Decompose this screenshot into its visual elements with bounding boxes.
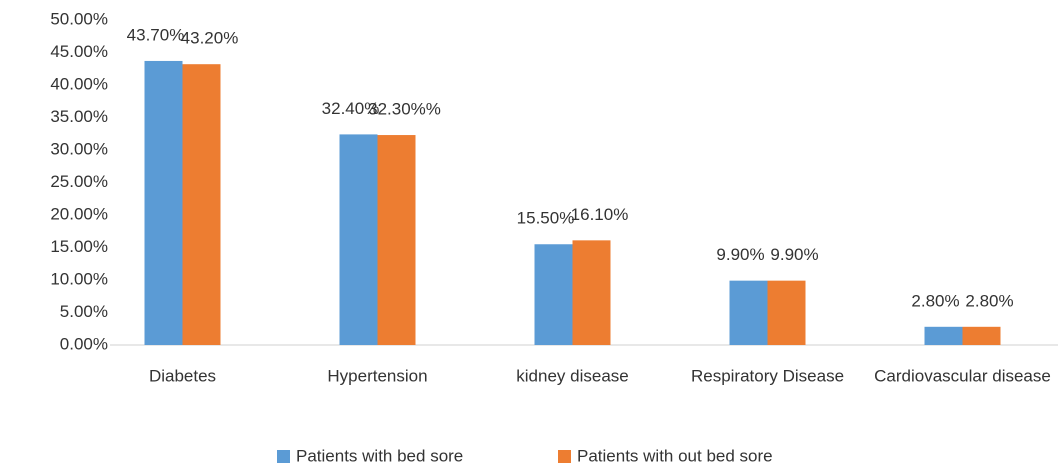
y-tick-label: 45.00%: [50, 42, 108, 61]
bar: [182, 64, 221, 345]
data-label: 2.80%: [965, 291, 1013, 310]
bar: [962, 326, 1001, 345]
data-label: 2.80%: [911, 291, 959, 310]
data-label: 9.90%: [716, 245, 764, 264]
x-tick-label: Diabetes: [149, 366, 216, 385]
data-label: 43.70%: [127, 25, 185, 44]
bar: [144, 60, 183, 345]
y-tick-label: 10.00%: [50, 269, 108, 288]
y-tick-label: 15.00%: [50, 237, 108, 256]
y-tick-label: 40.00%: [50, 74, 108, 93]
bar: [729, 280, 768, 345]
bar: [339, 134, 378, 345]
x-tick-label: Cardiovascular disease: [874, 366, 1051, 385]
bar: [924, 326, 963, 345]
y-tick-label: 35.00%: [50, 107, 108, 126]
y-tick-label: 30.00%: [50, 139, 108, 158]
bar: [572, 240, 611, 345]
y-tick-label: 5.00%: [60, 302, 108, 321]
legend-swatch: [558, 450, 571, 463]
data-label: 43.20%: [181, 29, 239, 48]
data-label: 32.30%%: [368, 100, 441, 119]
y-tick-label: 25.00%: [50, 172, 108, 191]
data-label: 32.40%: [322, 99, 380, 118]
x-tick-label: kidney disease: [516, 366, 628, 385]
legend-swatch: [277, 450, 290, 463]
data-label: 16.10%: [571, 205, 629, 224]
x-tick-label: Hypertension: [327, 366, 427, 385]
data-label: 9.90%: [770, 245, 818, 264]
bar: [767, 280, 806, 345]
y-tick-label: 50.00%: [50, 9, 108, 28]
bar: [534, 244, 573, 345]
legend-label: Patients with out bed sore: [577, 446, 773, 465]
y-tick-label: 0.00%: [60, 334, 108, 353]
y-tick-label: 20.00%: [50, 204, 108, 223]
legend-label: Patients with bed sore: [296, 446, 463, 465]
data-label: 15.50%: [517, 209, 575, 228]
bar: [377, 135, 416, 345]
x-tick-label: Respiratory Disease: [691, 366, 844, 385]
